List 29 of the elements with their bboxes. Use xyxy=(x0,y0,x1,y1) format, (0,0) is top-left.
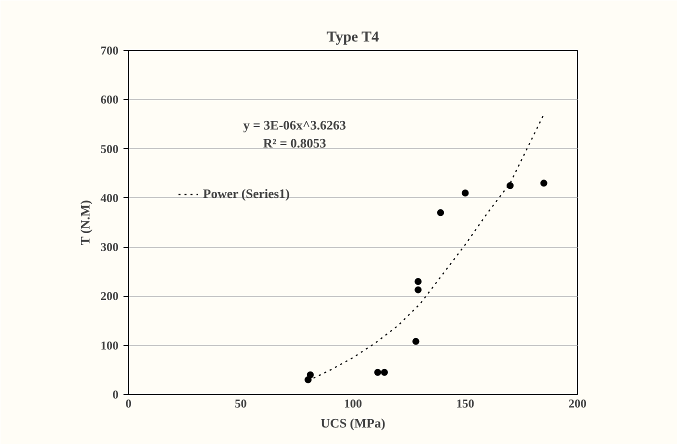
point xyxy=(380,368,388,376)
point xyxy=(462,190,469,197)
point xyxy=(374,368,382,376)
x-tick-label: 50 xyxy=(234,396,247,410)
point xyxy=(306,371,314,378)
x-tick-label: 200 xyxy=(568,396,586,410)
legend-label: Power (Series1) xyxy=(203,186,290,202)
point xyxy=(414,286,422,294)
point xyxy=(540,180,548,187)
y-tick-label: 300 xyxy=(100,240,118,254)
annotation: y = 3E-06x^3.6263 xyxy=(243,118,346,132)
point xyxy=(414,278,422,285)
y-tick-label: 700 xyxy=(100,44,118,58)
y-tick-label: 500 xyxy=(100,142,118,156)
y-tick-label: 400 xyxy=(100,190,118,205)
y-tick-label: 100 xyxy=(100,338,118,352)
point xyxy=(437,209,444,216)
point xyxy=(412,338,420,345)
x-tick-label: 0 xyxy=(126,396,132,410)
y-tick-label: 200 xyxy=(100,289,118,304)
chart-title: Type T4 xyxy=(326,30,380,46)
x-tick-label: 100 xyxy=(344,396,362,410)
y-tick-label: 600 xyxy=(100,92,118,107)
y-tick-label: 0 xyxy=(112,388,118,402)
x-tick-label: 150 xyxy=(456,396,474,410)
point xyxy=(506,182,514,190)
y-axis-title: T (N.M) xyxy=(78,200,92,246)
annotation: R² = 0.8053 xyxy=(263,136,327,150)
x-axis-title: UCS (MPa) xyxy=(320,416,386,430)
